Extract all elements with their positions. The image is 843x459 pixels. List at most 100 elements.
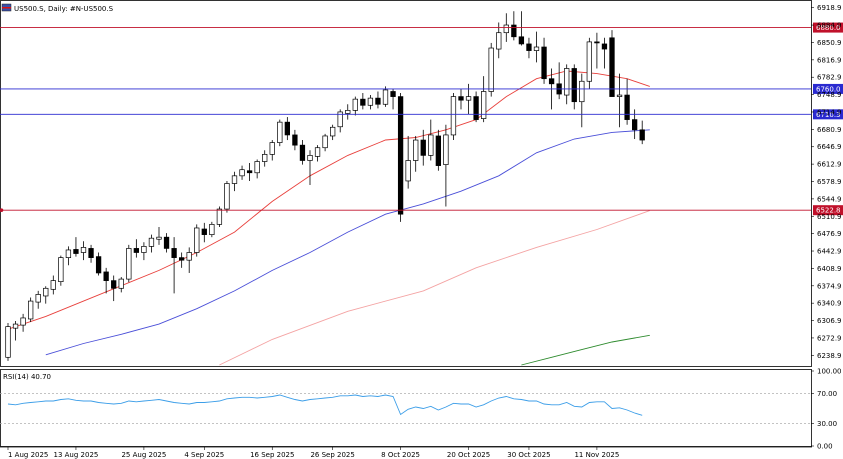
candle xyxy=(35,290,41,309)
time-tick-label: 4 Sep 2025 xyxy=(184,451,224,459)
candle xyxy=(556,62,562,100)
candle-body xyxy=(95,256,102,274)
candle-body xyxy=(579,80,585,103)
candle-body xyxy=(43,287,49,297)
candle-body xyxy=(307,155,313,161)
candle xyxy=(239,165,245,180)
candle-body xyxy=(352,98,358,111)
candle xyxy=(609,30,615,97)
candle-body xyxy=(35,294,41,303)
candle-body xyxy=(111,280,117,289)
time-tick-label: 8 Oct 2025 xyxy=(381,451,420,459)
candle xyxy=(345,104,351,120)
candle-body xyxy=(450,96,457,136)
price-tick-label: 6340.9 xyxy=(817,300,842,308)
candle-body xyxy=(330,126,336,137)
candle xyxy=(579,73,585,128)
price-tick-label: 6306.9 xyxy=(817,317,842,325)
candle-body xyxy=(156,236,162,240)
candle xyxy=(246,163,253,181)
candle xyxy=(224,180,230,213)
candle xyxy=(156,226,162,245)
level-tag-label: 6880.0 xyxy=(816,24,841,32)
moving-averages xyxy=(7,70,650,366)
candle xyxy=(601,37,608,69)
candle-body xyxy=(496,32,502,50)
candle xyxy=(367,95,374,110)
candle xyxy=(533,31,540,63)
candle xyxy=(450,93,457,141)
candle xyxy=(337,109,343,133)
price-tick-label: 6748.9 xyxy=(817,91,842,99)
candle-body xyxy=(511,24,517,38)
candle xyxy=(43,286,49,304)
candle-body xyxy=(65,249,72,258)
candle xyxy=(163,233,170,253)
candle xyxy=(179,252,185,268)
candle xyxy=(564,64,570,105)
candle xyxy=(28,297,34,323)
candle-body xyxy=(58,257,64,283)
symbol-label: US500.S, Daily: #N-US500.S xyxy=(14,5,114,13)
time-tick-label: 30 Oct 2025 xyxy=(507,451,550,459)
candle xyxy=(330,124,336,141)
candle-body xyxy=(171,248,177,258)
candle-body xyxy=(624,94,630,120)
ma-long-line xyxy=(521,334,650,366)
candle-body xyxy=(239,169,245,177)
candle xyxy=(352,96,358,116)
candle xyxy=(518,11,525,46)
candle xyxy=(20,313,26,332)
candle-body xyxy=(88,248,94,258)
candle xyxy=(413,135,419,172)
price-tick-label: 6782.9 xyxy=(817,74,842,82)
rsi-tick-label: 0.00 xyxy=(817,443,833,451)
time-axis: 1 Aug 2025 13 Aug 2025 25 Aug 2025 4 Sep 20… xyxy=(7,447,619,459)
ma-medium-line xyxy=(45,129,650,356)
candle-body xyxy=(397,96,404,215)
candle xyxy=(216,206,223,227)
ma-slow-line xyxy=(219,210,650,366)
rsi-tick-label: 70.00 xyxy=(817,390,837,398)
candle-body xyxy=(224,183,230,210)
candle-body xyxy=(20,317,26,326)
candle xyxy=(594,32,600,69)
candle-body xyxy=(209,224,215,235)
level-tag-label: 6760.0 xyxy=(816,85,841,93)
price-tick-label: 6612.9 xyxy=(817,161,842,169)
candle-body xyxy=(413,139,419,161)
candle-body xyxy=(277,121,283,143)
time-tick-label: 1 Aug 2025 xyxy=(8,451,48,459)
candle xyxy=(299,140,306,165)
candle-body xyxy=(73,249,79,254)
candle xyxy=(194,224,200,257)
time-tick-label: 16 Sep 2025 xyxy=(250,451,294,459)
candle-body xyxy=(443,134,449,165)
candle xyxy=(405,135,411,189)
rsi-panel: 100.00 70.00 30.00 0.00 xyxy=(0,368,842,451)
candle-body xyxy=(216,208,223,225)
candle-body xyxy=(186,252,192,261)
price-tick-label: 6272.9 xyxy=(817,334,842,342)
price-tick-label: 6544.9 xyxy=(817,195,842,203)
candle xyxy=(103,267,109,294)
candle-body xyxy=(133,248,140,253)
candle xyxy=(322,133,328,152)
rsi-tick-label: 30.00 xyxy=(817,420,837,428)
candles xyxy=(5,11,645,361)
candle-body xyxy=(533,46,540,51)
candle-body xyxy=(118,278,124,289)
price-tick-label: 6510.9 xyxy=(817,213,842,221)
candle xyxy=(435,129,441,171)
rsi-label: RSI(14) 40.70 xyxy=(3,373,51,381)
price-tick-label: 6850.9 xyxy=(817,39,842,47)
candle-body xyxy=(420,139,426,156)
candle-body xyxy=(231,175,238,184)
price-tick-label: 6578.9 xyxy=(817,178,842,186)
candle xyxy=(571,64,577,110)
horizontal-levels[interactable]: 6880.0 6760.0 6710.3 6522.8 xyxy=(0,22,843,216)
candle-body xyxy=(367,97,374,106)
candle-body xyxy=(586,41,592,82)
time-tick-label: 11 Nov 2025 xyxy=(574,451,619,459)
